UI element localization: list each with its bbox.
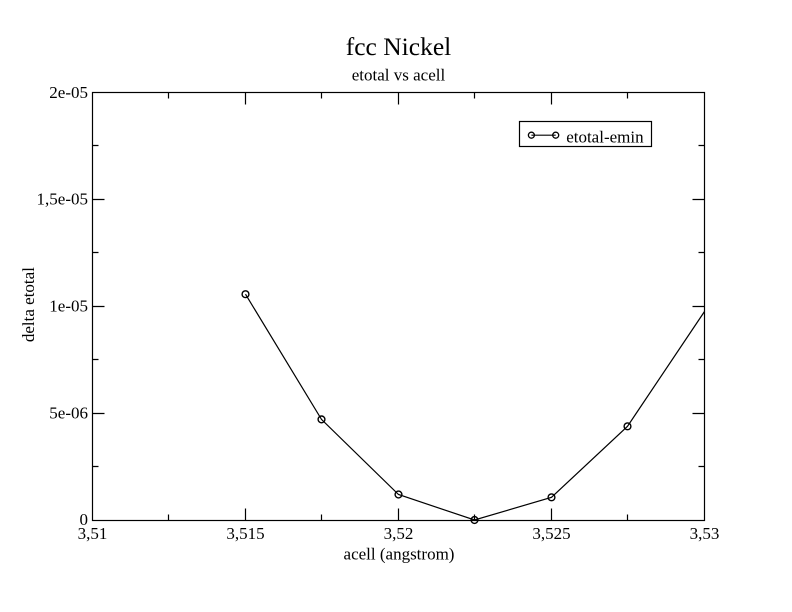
svg-text:3,52: 3,52	[384, 524, 414, 543]
svg-text:acell (angstrom): acell (angstrom)	[344, 545, 455, 564]
svg-text:3,525: 3,525	[532, 524, 570, 543]
svg-text:delta etotal: delta etotal	[19, 267, 38, 342]
svg-text:1,5e-05: 1,5e-05	[37, 190, 88, 209]
svg-text:0: 0	[80, 510, 89, 529]
svg-text:2e-05: 2e-05	[49, 83, 88, 102]
svg-text:3,53: 3,53	[690, 524, 720, 543]
svg-text:3,51: 3,51	[78, 524, 108, 543]
svg-text:etotal-emin: etotal-emin	[566, 127, 644, 146]
svg-text:etotal vs acell: etotal vs acell	[352, 65, 446, 84]
svg-text:5e-06: 5e-06	[49, 403, 88, 422]
svg-text:1e-05: 1e-05	[49, 297, 88, 316]
svg-text:fcc Nickel: fcc Nickel	[346, 32, 451, 61]
svg-text:3,515: 3,515	[226, 524, 264, 543]
